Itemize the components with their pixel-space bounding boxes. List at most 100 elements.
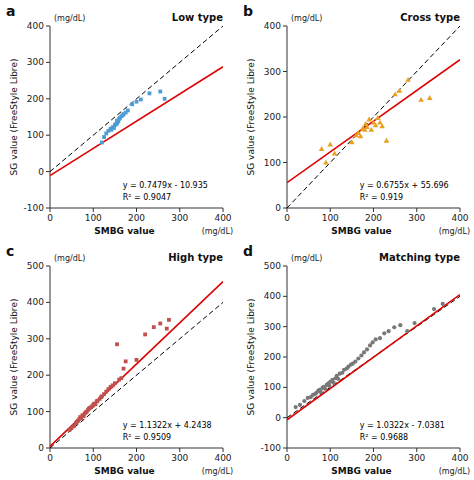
point [319,390,323,394]
x-tick-label: 300 [171,453,188,463]
y-unit-label: (mg/dL) [291,14,322,23]
y-tick [46,266,50,267]
y-tick [283,117,287,118]
point [139,98,143,102]
y-tick [46,375,50,376]
y-tick [283,357,287,358]
identity-line [287,26,460,208]
y-tick-label: -100 [24,203,45,213]
x-tick-label: 300 [408,453,425,463]
y-tick [283,417,287,418]
point [405,77,411,82]
point [336,377,340,381]
x-tick-label: 400 [451,213,468,223]
point [387,329,391,333]
point [126,109,130,113]
x-tick-label: 100 [322,453,339,463]
x-tick [373,208,374,212]
x-tick [416,448,417,452]
regression-line [50,67,223,176]
point [418,97,424,102]
point [366,116,372,121]
point [384,138,390,143]
y-tick-label: 200 [27,370,44,380]
panel: 0100200300400-1000100200300400500SMBG va… [243,243,470,476]
plot-area [50,282,223,448]
y-tick-label: 500 [27,261,44,271]
y-tick-label: 400 [264,21,281,31]
x-tick-label: 300 [171,213,188,223]
point [135,358,139,362]
y-tick-label: 0 [275,203,281,213]
y-tick [46,448,50,449]
y-tick-label: 300 [264,322,281,332]
x-tick [287,208,288,212]
x-axis-label: SMBG value [94,226,154,236]
x-tick-label: 0 [284,453,290,463]
panel-title: Cross type [400,12,460,23]
x-axis-label: SMBG value [331,466,391,476]
point [165,327,169,331]
y-tick [283,266,287,267]
x-tick [179,208,180,212]
x-tick [179,448,180,452]
regression-line [287,295,460,420]
y-tick [46,26,50,27]
r-squared: R² = 0.919 [360,193,403,202]
point [158,90,162,94]
point [441,302,445,306]
y-tick-label: 200 [264,112,281,122]
y-tick [46,338,50,339]
panel-label: b [243,3,253,19]
r-squared: R² = 0.9047 [123,193,172,202]
x-tick [287,448,288,452]
point [323,160,329,165]
point [148,91,152,95]
y-unit-label: (mg/dL) [291,254,322,263]
point [167,318,171,322]
y-tick-label: 400 [264,291,281,301]
point [102,135,106,139]
point [100,141,104,145]
y-tick [46,208,50,209]
point [294,405,298,409]
y-tick [46,302,50,303]
figure: 0 100 200 300 400 -100 0 100 200 300 400 SMBG value… [0,0,474,480]
point [364,124,370,129]
point [427,95,433,100]
y-tick-label: 500 [264,261,281,271]
x-tick-label: 100 [322,213,339,223]
y-tick-label: 0 [275,413,281,423]
x-tick [93,448,94,452]
point [362,350,366,354]
point [332,381,336,385]
x-unit-label: (mg/dL) [439,227,470,236]
point [113,381,117,385]
point [349,139,355,144]
point [130,102,134,106]
x-tick-label: 400 [451,453,468,463]
plot-area [50,26,223,176]
x-tick [330,448,331,452]
point [319,146,325,151]
y-axis-label: SG value (FreeStyle Libre) [9,299,19,416]
point [379,123,385,128]
point [373,122,379,127]
y-tick-label: 100 [27,130,44,140]
x-tick-label: 200 [365,213,382,223]
y-tick-label: 300 [27,334,44,344]
point [119,376,123,380]
panel: 01002003004000100200300400500SMBG valueS… [6,243,233,476]
x-tick-label: 0 [47,453,53,463]
point [398,323,402,327]
y-axis-line [50,26,51,208]
x-tick [50,208,51,212]
panel-title: Matching type [379,252,460,263]
y-tick [46,411,50,412]
panel-label: a [6,3,15,19]
y-axis-line [50,266,51,448]
x-tick [416,208,417,212]
point [115,342,119,346]
point [158,322,162,326]
regression-line [50,282,223,447]
